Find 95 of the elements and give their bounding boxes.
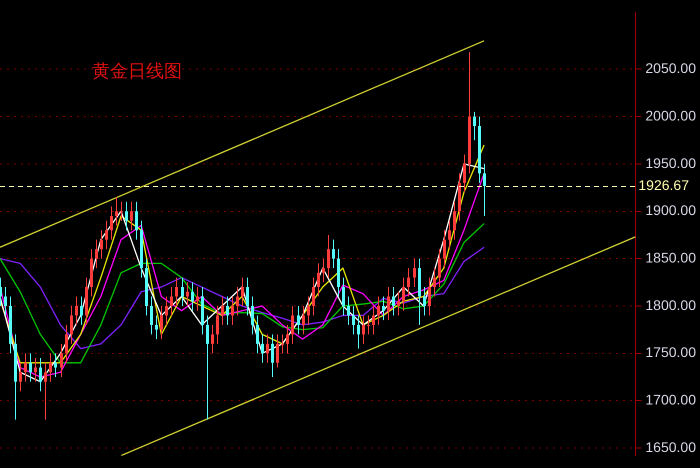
candlestick (29, 352, 32, 382)
candlestick (54, 352, 57, 378)
candlestick (453, 201, 456, 240)
candlestick (44, 362, 47, 420)
candlestick (95, 239, 98, 269)
candlestick (291, 305, 294, 344)
candlestick (211, 324, 214, 354)
y-tick-label: 2050.00 (645, 60, 696, 76)
candlestick (332, 239, 335, 269)
candlestick (4, 286, 7, 316)
candlestick (281, 334, 284, 354)
candlestick (216, 305, 219, 344)
candlestick (251, 296, 254, 335)
candlestick (236, 286, 239, 316)
candlestick (297, 305, 300, 335)
candlestick (266, 334, 269, 364)
candlestick (115, 196, 118, 226)
candlestick (387, 286, 390, 321)
candlestick (327, 234, 330, 278)
candlestick (307, 296, 310, 326)
y-tick-label: 1800.00 (645, 296, 696, 313)
candlestick (261, 334, 264, 364)
candlestick (448, 220, 451, 250)
candlestick (286, 324, 289, 354)
candlestick (135, 201, 138, 240)
candlestick (402, 277, 405, 312)
candlestick (100, 230, 103, 260)
y-tick-label: 1850.00 (645, 249, 696, 266)
candlestick (226, 296, 229, 326)
candlestick (443, 230, 446, 269)
candlestick (382, 296, 385, 321)
candlestick (70, 305, 73, 344)
candlestick (271, 334, 274, 378)
candlestick (483, 163, 486, 217)
candlestick (423, 286, 426, 316)
candlestick (433, 268, 436, 298)
candlestick (428, 277, 431, 316)
y-tick-label: 1900.00 (645, 202, 696, 218)
candlestick (196, 286, 199, 312)
candlestick (65, 324, 68, 364)
candlestick (19, 362, 22, 392)
candlestick (352, 305, 355, 335)
candlestick (39, 358, 42, 392)
text: 黄金日线图 (92, 61, 182, 82)
candlestick (407, 268, 410, 298)
candlestick (181, 277, 184, 306)
candlestick (397, 291, 400, 316)
candlestick (105, 220, 108, 250)
candlestick (312, 277, 315, 316)
candlestick (206, 314, 209, 420)
ref-line-label: 1926.67 (638, 176, 690, 193)
candlestick (362, 314, 365, 344)
candlestick (155, 314, 158, 340)
y-tick-label: 2000.00 (645, 107, 696, 124)
candlestick (438, 248, 441, 288)
candlestick (175, 277, 178, 306)
candlestick (241, 277, 244, 306)
candlestick (60, 343, 63, 378)
candlestick (473, 111, 476, 141)
candlestick (221, 296, 224, 326)
candlestick (49, 352, 52, 382)
candlestick (80, 296, 83, 326)
candlestick (120, 201, 123, 222)
candlestick (357, 314, 360, 350)
candlestick (276, 334, 279, 368)
candlestick (256, 314, 259, 354)
candlestick (150, 296, 153, 335)
candlestick (377, 296, 380, 326)
candlestick (125, 201, 128, 231)
candlestick (186, 282, 189, 306)
candlestick (392, 286, 395, 316)
candlestick (463, 154, 466, 193)
candlestick (246, 277, 249, 316)
candlestick (342, 277, 345, 316)
candlestick (170, 286, 173, 316)
candlestick (413, 258, 416, 288)
candlestick (347, 296, 350, 326)
candlestick (75, 296, 78, 326)
candlestick (24, 352, 27, 382)
candlestick (372, 305, 375, 335)
candlestick (322, 258, 325, 283)
candlestick (367, 314, 370, 335)
candlestick (110, 206, 113, 240)
candlestick (160, 305, 163, 340)
y-tick-label: 1950.00 (645, 154, 696, 171)
candlestick (130, 201, 133, 231)
y-tick-label: 1700.00 (645, 392, 696, 408)
candlestick (165, 296, 168, 326)
candlestick (317, 262, 320, 298)
candlestick (191, 282, 194, 312)
candlestick (302, 305, 305, 335)
y-tick-label: 1650.00 (645, 438, 696, 455)
y-tick-label: 1750.00 (645, 344, 696, 360)
candlestick (34, 358, 37, 382)
candlestick (231, 296, 234, 326)
